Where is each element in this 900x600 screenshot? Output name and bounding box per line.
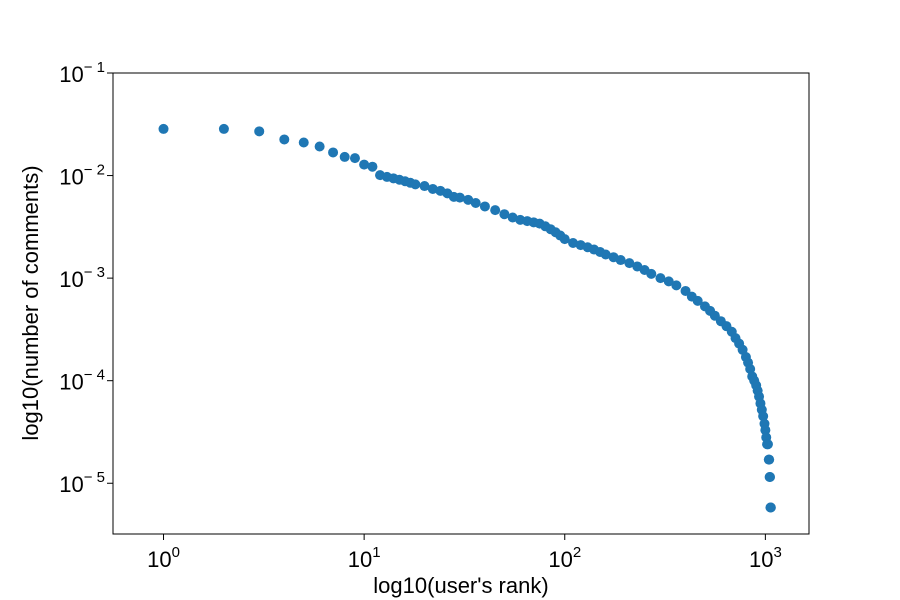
- data-point: [479, 201, 490, 212]
- data-point: [298, 137, 309, 148]
- data-point: [499, 209, 510, 220]
- data-point: [427, 183, 438, 194]
- x-tick-label: 102: [548, 544, 581, 572]
- data-point: [764, 454, 775, 465]
- data-point: [624, 258, 635, 269]
- data-point: [463, 194, 474, 205]
- data-point: [254, 126, 265, 137]
- data-point: [470, 198, 481, 209]
- x-tick-exponent: 0: [172, 544, 180, 561]
- y-tick-exponent: − 4: [84, 367, 105, 384]
- x-tick-exponent: 2: [573, 544, 581, 561]
- x-tick-base: 10: [348, 547, 372, 572]
- x-tick-base: 10: [548, 547, 572, 572]
- data-point: [490, 205, 501, 216]
- x-axis-ticks: 100 101 102 103: [147, 534, 782, 572]
- plot-area-frame: [112, 72, 810, 535]
- y-axis-ticks: 10− 110− 210− 310− 410− 5: [59, 59, 113, 497]
- y-tick-base: 10: [59, 267, 83, 292]
- data-point: [339, 151, 350, 162]
- scatter-points: [158, 123, 776, 513]
- data-point: [663, 276, 674, 287]
- data-point: [559, 234, 570, 245]
- x-axis-label: log10(user's rank): [373, 573, 548, 598]
- data-point: [568, 238, 579, 248]
- x-tick-base: 10: [147, 547, 171, 572]
- y-tick-exponent: − 5: [84, 469, 105, 486]
- data-point: [646, 268, 657, 279]
- y-tick-base: 10: [59, 370, 83, 395]
- x-tick-label: 101: [348, 544, 381, 572]
- y-tick-base: 10: [59, 62, 83, 87]
- y-tick-label: 10− 1: [59, 59, 105, 87]
- y-tick-exponent: − 1: [84, 59, 105, 76]
- data-point: [600, 249, 611, 260]
- data-point: [671, 280, 682, 291]
- y-tick-base: 10: [59, 472, 83, 497]
- y-tick-label: 10− 4: [59, 367, 105, 395]
- data-point: [454, 192, 465, 203]
- x-tick-exponent: 1: [372, 544, 380, 561]
- x-tick-label: 100: [147, 544, 180, 572]
- data-point: [765, 502, 776, 513]
- x-tick-base: 10: [749, 547, 773, 572]
- data-point: [692, 295, 703, 306]
- data-point: [367, 161, 378, 172]
- data-point: [765, 472, 776, 483]
- y-tick-label: 10− 2: [59, 162, 105, 190]
- data-point: [328, 147, 339, 158]
- data-point: [279, 134, 290, 145]
- data-point: [410, 179, 421, 190]
- data-point: [760, 425, 771, 436]
- y-tick-exponent: − 3: [84, 264, 105, 281]
- y-tick-label: 10− 3: [59, 264, 105, 292]
- y-tick-label: 10− 5: [59, 469, 105, 497]
- data-point: [218, 123, 229, 134]
- y-axis-label: log10(number of comments): [18, 165, 43, 440]
- y-tick-exponent: − 2: [84, 162, 105, 179]
- data-point: [349, 153, 360, 164]
- x-tick-exponent: 3: [773, 544, 781, 561]
- data-point: [758, 411, 769, 422]
- y-tick-base: 10: [59, 165, 83, 190]
- data-point: [158, 123, 169, 134]
- data-point: [615, 255, 626, 266]
- data-point: [507, 212, 518, 223]
- data-point: [314, 141, 325, 152]
- data-point: [359, 159, 370, 170]
- data-point: [655, 273, 666, 284]
- data-point: [762, 439, 773, 450]
- x-tick-label: 103: [749, 544, 782, 572]
- data-point: [419, 181, 430, 192]
